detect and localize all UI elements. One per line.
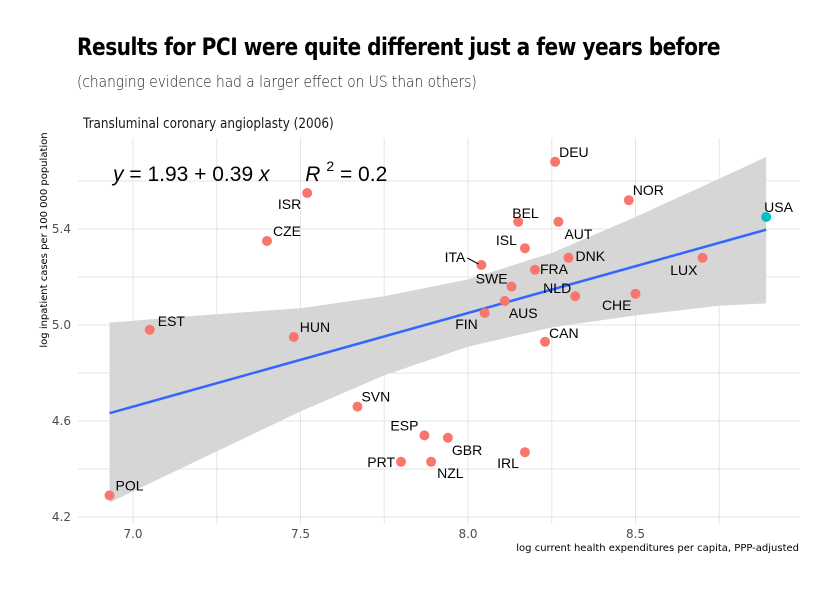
y-tick-label: 5.0	[52, 318, 71, 332]
y-tick-label: 4.6	[52, 414, 71, 428]
point-label-usa: USA	[764, 199, 793, 215]
point-label-isl: ISL	[496, 232, 517, 248]
regression-line	[109, 228, 767, 415]
point-label-fin: FIN	[455, 316, 478, 332]
x-tick-label: 8.5	[626, 527, 645, 541]
x-tick-label: 7.5	[291, 527, 310, 541]
point-aus	[499, 296, 510, 306]
point-label-prt: PRT	[367, 454, 395, 470]
point-est	[144, 324, 155, 335]
point-esp	[419, 430, 430, 441]
point-pol	[104, 490, 115, 501]
point-label-can: CAN	[549, 325, 579, 341]
point-lux	[697, 252, 708, 263]
point-aut	[553, 216, 564, 227]
y-tick-label: 4.2	[52, 510, 71, 524]
point-label-nzl: NZL	[437, 465, 464, 481]
eq-rhs: = 1.93 + 0.39	[129, 163, 259, 186]
point-label-est: EST	[158, 313, 186, 329]
point-prt	[396, 456, 406, 467]
ita-leader-line	[467, 257, 479, 265]
point-che	[630, 288, 641, 299]
point-nld	[570, 291, 581, 302]
point-isr	[302, 188, 313, 198]
point-label-nor: NOR	[633, 182, 664, 198]
point-label-esp: ESP	[390, 417, 418, 433]
point-bel	[513, 216, 524, 227]
panel-title: Transluminal coronary angioplasty (2006)	[83, 116, 334, 132]
point-label-gbr: GBR	[452, 442, 482, 458]
point-label-fra: FRA	[540, 261, 569, 277]
point-label-irl: IRL	[497, 455, 519, 471]
point-label-cze: CZE	[273, 223, 301, 239]
point-label-svn: SVN	[361, 389, 390, 405]
point-label-pol: POL	[116, 477, 144, 493]
point-nor	[623, 195, 634, 206]
point-fra	[530, 264, 540, 275]
x-tick-label: 8.0	[458, 527, 477, 541]
confidence-band-layer	[109, 157, 767, 503]
eq-r-superscript: 2	[326, 158, 334, 174]
point-label-lux: LUX	[670, 262, 698, 278]
confidence-band	[109, 157, 767, 503]
y-axis-title: log inpatient cases per 100 000 populati…	[39, 132, 50, 347]
point-label-swe: SWE	[476, 271, 508, 287]
chart-subtitle: (changing evidence had a larger effect o…	[77, 72, 477, 91]
point-dnk	[563, 252, 574, 263]
point-hun	[288, 332, 299, 342]
point-deu	[550, 156, 561, 167]
points-layer	[104, 156, 772, 501]
point-fin	[479, 308, 490, 318]
point-label-nld: NLD	[543, 280, 571, 296]
point-label-bel: BEL	[512, 205, 539, 221]
point-labels-layer: POL EST CZE HUN ISR SVN PRT ESP NZL GBR ITA FIN AUS S…	[116, 144, 794, 494]
eq-r-value: = 0.2	[340, 163, 387, 186]
point-isl	[519, 243, 530, 254]
point-can	[540, 336, 551, 347]
point-label-aus: AUS	[509, 305, 538, 321]
point-swe	[506, 281, 517, 292]
point-label-aut: AUT	[564, 226, 592, 242]
point-usa	[761, 212, 772, 222]
fit-line-layer	[109, 228, 767, 415]
eq-r: R	[305, 163, 320, 186]
point-ita	[476, 260, 487, 270]
point-svn	[352, 401, 363, 412]
point-irl	[519, 447, 530, 458]
eq-x: x	[258, 163, 271, 186]
chart-title: Results for PCI were quite different jus…	[77, 33, 721, 61]
eq-lhs: y	[111, 163, 125, 186]
point-label-isr: ISR	[278, 196, 301, 212]
axes-layer: 7.0 7.5 8.0 8.5 4.2 4.6 5.0 5.4 log current heal…	[39, 132, 799, 554]
point-label-ita: ITA	[445, 249, 466, 265]
x-tick-label: 7.0	[123, 527, 142, 541]
point-nzl	[426, 456, 437, 467]
point-label-hun: HUN	[300, 319, 330, 335]
x-axis-title: log current health expenditures per capi…	[516, 543, 799, 554]
regression-equation: y = 1.93 + 0.39 x R 2 = 0.2	[111, 153, 387, 186]
point-cze	[262, 236, 272, 246]
point-label-che: CHE	[602, 297, 632, 313]
point-label-deu: DEU	[559, 144, 589, 160]
point-gbr	[442, 432, 453, 443]
point-label-dnk: DNK	[576, 248, 606, 264]
y-tick-label: 5.4	[52, 222, 71, 236]
